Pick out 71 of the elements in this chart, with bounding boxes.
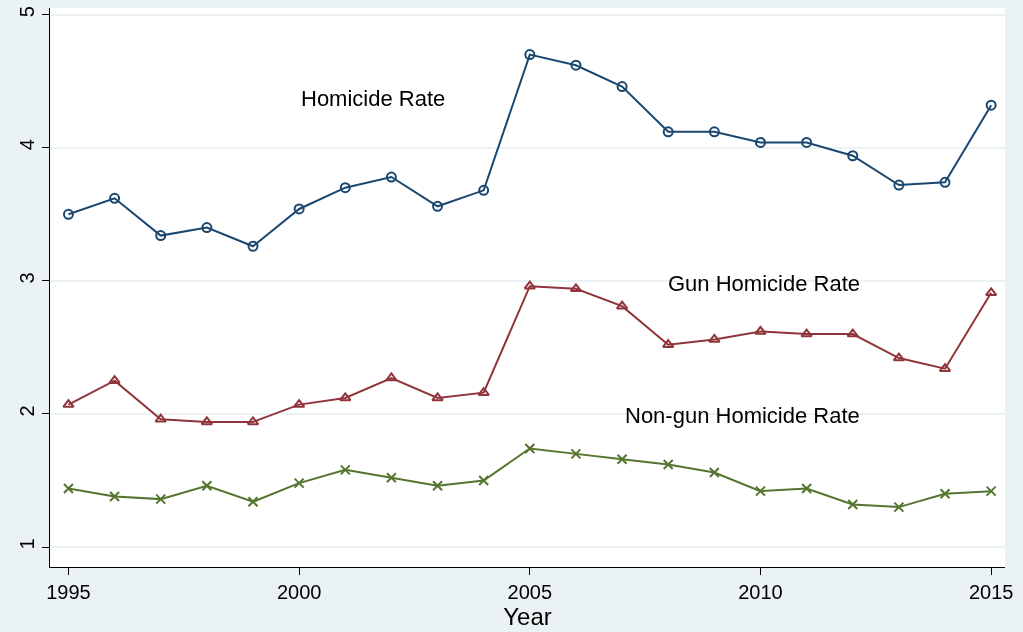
point: [339, 392, 352, 402]
point: [524, 49, 536, 61]
point: [754, 136, 766, 148]
point: [801, 136, 813, 148]
point: [109, 490, 121, 502]
x-tick-label: 2005: [507, 581, 553, 603]
point: [708, 333, 721, 343]
x-tick-label: 2015: [968, 581, 1014, 603]
point: [247, 240, 259, 252]
y-tick-label: 4: [16, 139, 38, 151]
point: [200, 416, 214, 426]
y-tick-label: 1: [16, 538, 38, 550]
point: [432, 480, 444, 492]
point: [155, 493, 167, 505]
point: [478, 474, 490, 486]
point: [385, 372, 398, 382]
point: [154, 413, 167, 423]
point: [847, 150, 859, 162]
y-tick-label: 3: [16, 272, 38, 284]
x-tick-label: 2000: [276, 581, 322, 603]
point: [478, 184, 490, 196]
point: [339, 182, 351, 194]
point: [201, 480, 213, 492]
point: [754, 485, 766, 497]
y-tick-label: 5: [16, 6, 38, 18]
point: [893, 179, 905, 191]
point: [616, 81, 628, 93]
point: [385, 171, 397, 183]
point: [62, 208, 74, 220]
point: [985, 99, 997, 111]
point: [801, 482, 813, 494]
x-tick-label: 2010: [738, 581, 783, 603]
point: [708, 467, 720, 478]
point: [570, 448, 582, 460]
x-tick-label: 1995: [46, 581, 91, 603]
point: [109, 192, 121, 204]
point: [523, 280, 537, 290]
point: [708, 126, 720, 138]
point: [201, 222, 213, 234]
point: [246, 416, 260, 426]
y-tick-label: 2: [16, 405, 38, 417]
point: [615, 300, 629, 310]
point: [432, 200, 444, 212]
point: [662, 126, 674, 138]
point: [800, 328, 813, 338]
point: [939, 488, 951, 500]
point: [616, 453, 628, 465]
point: [62, 482, 74, 494]
point: [984, 287, 998, 297]
point: [892, 352, 906, 362]
point: [293, 477, 305, 489]
point: [247, 496, 259, 508]
point: [524, 443, 536, 455]
point: [847, 498, 859, 510]
point: [293, 203, 305, 215]
series-label: Non-gun Homicide Rate: [625, 403, 860, 428]
point: [662, 459, 674, 471]
point: [754, 325, 767, 335]
point: [939, 176, 951, 188]
point: [339, 464, 351, 476]
point: [431, 392, 444, 402]
point: [155, 230, 167, 242]
point: [893, 501, 905, 513]
text: Homicide Rate: [301, 86, 446, 111]
point: [985, 485, 997, 497]
point: [846, 328, 859, 338]
point: [570, 59, 582, 71]
x-axis-title: Year: [503, 603, 552, 630]
point: [385, 472, 397, 484]
series-label: Gun Homicide Rate: [668, 271, 860, 296]
point: [569, 283, 583, 293]
